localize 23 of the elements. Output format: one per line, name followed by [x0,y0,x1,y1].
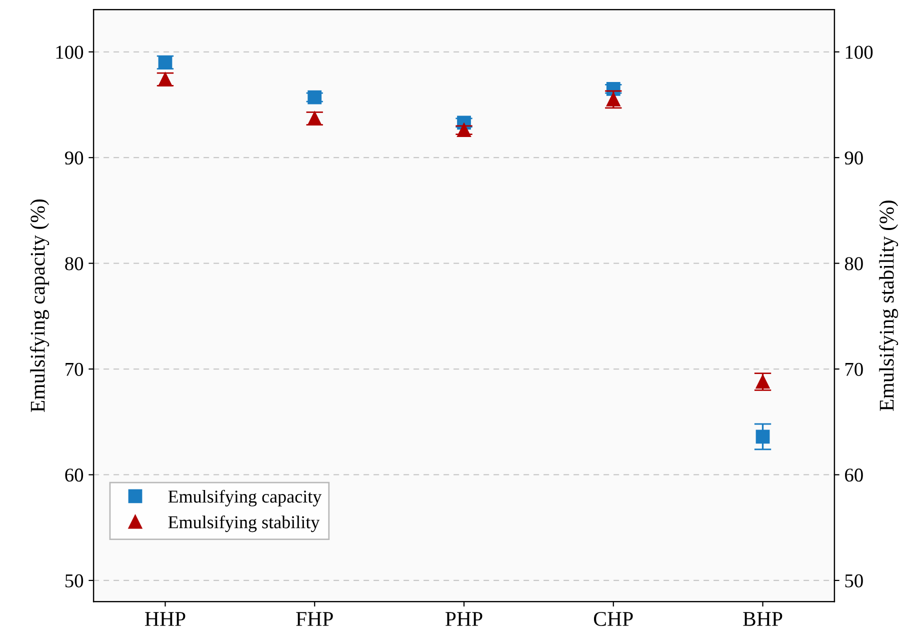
x-tick-label: FHP [296,612,333,626]
y2-axis-title: Emulsifying stability (%) [878,200,898,411]
y2-tick-label: 90 [844,151,863,165]
point [756,430,770,444]
legend-label: Emulsifying capacity [168,490,322,506]
x-tick-label: PHP [445,612,482,626]
y-axis-title: Emulsifying capacity (%) [30,199,50,412]
y2-tick-label: 70 [845,362,863,376]
x-tick-label: HHP [145,612,186,626]
y2-tick-label: 50 [845,574,863,588]
y-tick-label: 100 [56,46,84,59]
point [457,123,471,138]
y2-tick-label: 60 [845,468,863,482]
y-tick-label: 90 [64,151,84,165]
y2-tick-label: 100 [846,46,873,59]
y-tick-label: 50 [66,574,84,588]
y-tick-label: 60 [65,468,84,482]
y-tick-label: 70 [66,362,84,376]
x-tick-label: BHP [743,612,782,626]
y-tick-label: 80 [65,257,84,270]
legend-label: Emulsifying stability [168,515,320,532]
y2-tick-label: 80 [844,257,863,270]
x-tick-label: CHP [594,612,633,626]
